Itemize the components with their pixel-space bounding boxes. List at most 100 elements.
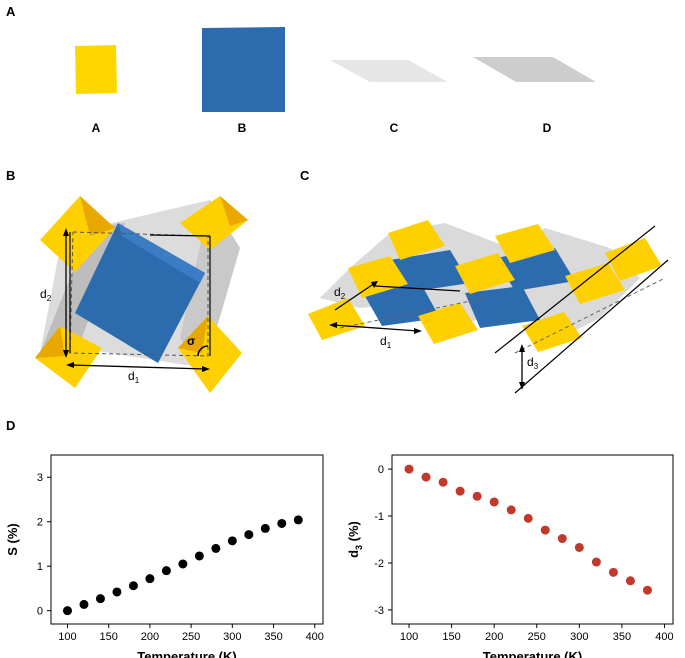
- data-point: [455, 486, 465, 496]
- y-tick-label: 1: [37, 561, 43, 573]
- x-tick-label: 400: [306, 631, 324, 643]
- panel-b-structure: d2 d1 σ: [35, 196, 248, 393]
- plot-frame: [391, 454, 674, 625]
- d1-arrowhead-left: [329, 322, 337, 328]
- blue-face-shade: [118, 223, 205, 283]
- data-point: [625, 576, 635, 586]
- yellow-corner-br-shade: [178, 316, 208, 353]
- d1-arrowhead-right: [202, 366, 210, 372]
- yellow-corner-5: [455, 253, 515, 294]
- d2-label: d2: [334, 285, 346, 301]
- x-axis-title: Temperature (K): [483, 649, 582, 658]
- y-tick-label: -1: [374, 511, 384, 523]
- data-point: [293, 515, 303, 525]
- d1-arrow: [69, 364, 207, 370]
- panel-a-tiles: [75, 27, 596, 112]
- data-point: [608, 567, 618, 577]
- data-point: [260, 523, 270, 533]
- chart-d3-vs-temperature: 100 150 200 250 300 350 400 0 -1 -2 -3 Temperature …: [346, 454, 674, 658]
- d2-arrowhead-bottom: [63, 350, 69, 358]
- panel-label-c: C: [300, 168, 310, 183]
- data-point: [277, 518, 287, 528]
- panel-label-d: D: [6, 418, 16, 433]
- yellow-corner-7: [308, 298, 365, 340]
- yellow-corner-tl-shade: [80, 196, 115, 236]
- yellow-corner-1: [388, 220, 445, 260]
- yellow-corner-6: [565, 263, 625, 304]
- x-tick-label: 350: [264, 631, 282, 643]
- d1-arrowhead-left: [66, 362, 74, 368]
- tile-label-d: D: [542, 121, 552, 135]
- data-point: [523, 513, 533, 523]
- data-point: [557, 534, 567, 544]
- tile-label-b: B: [237, 121, 247, 135]
- x-axis-title: Temperature (K): [137, 649, 236, 658]
- data-point: [112, 587, 122, 597]
- data-point: [194, 551, 204, 561]
- tile-d-gray-rhombus: [473, 57, 596, 82]
- sigma-label: σ: [187, 334, 195, 348]
- data-point: [574, 542, 584, 552]
- d1-arrowhead-right: [414, 328, 422, 334]
- tile-c-light-rhombus: [330, 60, 448, 82]
- x-tick-label: 200: [485, 631, 503, 643]
- y-tick-label: 3: [37, 472, 43, 484]
- data-point: [591, 557, 601, 567]
- data-point: [211, 543, 221, 553]
- x-tick-label: 250: [182, 631, 200, 643]
- y-tick-label: -3: [374, 605, 384, 617]
- d1-arrow: [332, 324, 419, 332]
- data-point: [161, 566, 171, 576]
- y-tick-label: -2: [374, 558, 384, 570]
- panel-label-b: B: [6, 168, 16, 183]
- dashed-guide-1: [339, 297, 486, 329]
- blue-face-4: [465, 286, 540, 328]
- data-point: [540, 525, 550, 535]
- d1-label: d1: [128, 369, 140, 385]
- diagonal-line-2: [514, 259, 669, 394]
- d3-arrowhead-bottom: [519, 382, 525, 390]
- d3-arrowhead-top: [519, 344, 525, 352]
- y-tick-label: 0: [37, 606, 43, 618]
- tile-label-c: C: [389, 121, 399, 135]
- diagonal-line-1: [494, 225, 656, 354]
- x-tick-label: 350: [613, 631, 631, 643]
- d3-label: d3: [527, 355, 539, 371]
- d2-arrow-tail: [374, 285, 461, 292]
- y-tick-label: 2: [37, 517, 43, 529]
- data-point: [244, 530, 254, 540]
- data-point: [421, 472, 431, 482]
- data-point: [227, 536, 237, 546]
- data-point: [489, 497, 499, 507]
- x-tick-label: 150: [100, 631, 118, 643]
- y-axis-title: d3 (%): [346, 521, 364, 558]
- d2-label: d2: [40, 287, 52, 303]
- plot-frame: [50, 454, 324, 625]
- yellow-corner-2: [495, 224, 555, 263]
- x-tick-label: 250: [528, 631, 546, 643]
- dashed-frame: [69, 231, 209, 357]
- data-point: [178, 559, 188, 569]
- panel-c-structure: d2 d1 d3: [308, 220, 669, 394]
- data-point: [438, 477, 448, 487]
- data-point: [128, 581, 138, 591]
- x-tick-label: 400: [655, 631, 673, 643]
- x-tick-label: 300: [570, 631, 588, 643]
- tile-label-a: A: [91, 121, 101, 135]
- yellow-corner-3: [605, 238, 662, 281]
- d2-arrowhead: [371, 281, 378, 288]
- yellow-corner-8: [418, 303, 478, 344]
- d2-arrowhead-top: [63, 228, 69, 236]
- d2-arrow: [334, 282, 376, 311]
- x-tick-label: 100: [58, 631, 76, 643]
- data-point: [506, 505, 516, 515]
- panel-label-a: A: [6, 4, 16, 19]
- yellow-corner-bl-shade: [35, 326, 65, 358]
- tile-a-yellow-square: [75, 45, 117, 94]
- x-tick-label: 150: [442, 631, 460, 643]
- tile-b-blue-square: [202, 27, 285, 112]
- x-tick-label: 200: [141, 631, 159, 643]
- sigma-angle-arc: [197, 345, 209, 357]
- d1-label: d1: [380, 334, 392, 350]
- data-point: [642, 585, 652, 595]
